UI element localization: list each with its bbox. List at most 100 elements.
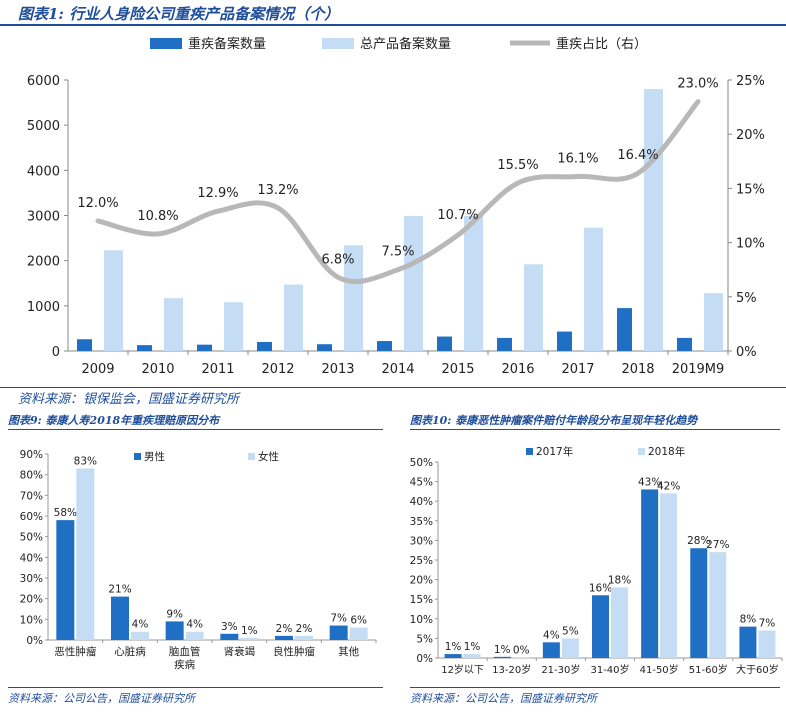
figure10-bar-series2 <box>512 657 530 659</box>
figure10-data-label: 1% <box>464 641 481 653</box>
figure1-data-label: 16.1% <box>557 151 598 166</box>
figure1-bar-critical <box>77 339 92 351</box>
figure1-data-label: 12.9% <box>197 186 238 201</box>
figure9-x-tick-label: 良性肿瘤 <box>273 645 315 658</box>
figure9-data-label: 2% <box>296 623 313 635</box>
figure10-data-label: 16% <box>589 582 612 594</box>
figure9-x-tick-label: 其他 <box>338 645 359 658</box>
figure1-data-label: 13.2% <box>257 183 298 198</box>
figure10-x-tick-label: 12岁以下 <box>441 663 484 676</box>
figure1-legend-label: 重疾备案数量 <box>188 36 266 52</box>
figure1-chart: 0 1000 2000 3000 4000 5000 6000 0% 5% 10% 15% 20% 25… <box>27 36 765 377</box>
figure1-bar-critical <box>617 308 632 351</box>
figure10-bar-series2 <box>611 587 628 658</box>
figure1-x-tick-label: 2013 <box>321 362 354 377</box>
figure1-source: 资料来源：银保监会，国盛证券研究所 <box>18 392 240 407</box>
figure1-y-tick-label: 1000 <box>27 300 60 315</box>
figure1-x-tick-label: 2011 <box>201 362 234 377</box>
figure10-y-tick-label: 15% <box>410 594 433 606</box>
figure1-y2-tick-label: 5% <box>736 291 757 306</box>
figure1-y2-tick-label: 25% <box>736 74 765 89</box>
figure1-x-tick-label: 2010 <box>141 362 174 377</box>
figure1-bar-total <box>524 264 543 351</box>
figure10-legend-swatch <box>638 448 645 455</box>
figure9-data-label: 6% <box>350 615 367 627</box>
figure10-data-label: 0% <box>513 645 530 657</box>
figure9-x-tick-label: 恶性肿瘤 <box>54 645 96 658</box>
figure9-data-label: 21% <box>108 584 131 596</box>
figure10-bar-series2 <box>709 552 727 658</box>
figure9-x-tick-label: 心脏病 <box>114 645 146 658</box>
figure9-y-tick-label: 30% <box>20 573 43 585</box>
figure9-data-label: 7% <box>330 613 347 625</box>
figure10-title: 图表10: 泰康恶性肿瘤案件赔付年龄段分布呈现年轻化趋势 <box>410 414 698 427</box>
figure1-x-tick-label: 2016 <box>501 362 534 377</box>
figure1-bar-critical <box>137 345 152 351</box>
figure10-legend-swatch <box>526 448 533 455</box>
figure10-bar-series1 <box>493 656 511 658</box>
figure1-data-label: 15.5% <box>497 158 538 173</box>
figure9-legend-label: 女性 <box>258 450 279 463</box>
figure10-bar-series1 <box>592 595 609 658</box>
figure1-bar-critical <box>257 341 272 351</box>
figure1-x-tick-label: 2019M9 <box>672 362 725 377</box>
figure9-bar-series1 <box>220 633 239 640</box>
figure10-x-tick-label: 51-60岁 <box>689 663 728 676</box>
figure9-x-tick-label: 脑血管 <box>169 645 201 658</box>
figure1-bar-total <box>584 227 603 351</box>
figure1-bar-critical <box>557 331 572 351</box>
figure10-y-tick-label: 45% <box>410 477 433 489</box>
figure9-bar-series2 <box>240 637 259 640</box>
figure10-data-label: 8% <box>740 614 757 626</box>
figure9-bottom-line <box>8 687 383 688</box>
figure1-separator <box>0 387 786 388</box>
figure1-legend-swatch <box>322 38 354 49</box>
figure1-data-label: 16.4% <box>617 148 658 163</box>
figure1-ratio-line <box>95 99 701 284</box>
figure9-y-tick-label: 40% <box>20 552 43 564</box>
figure9-bar-series2 <box>131 631 149 640</box>
figure10-x-tick-label: 41-50岁 <box>640 663 679 676</box>
figure10-data-label: 4% <box>543 629 560 641</box>
figure10-data-label: 27% <box>706 539 729 551</box>
figure9-data-label: 1% <box>241 625 258 637</box>
figure1-bar-total <box>284 284 303 351</box>
figure10-data-label: 43% <box>638 476 661 488</box>
figure1-bar-critical <box>197 344 212 351</box>
figure1-x-tick-label: 2009 <box>81 362 114 377</box>
figure10-data-label: 7% <box>759 618 776 630</box>
figure1-data-label: 23.0% <box>677 77 718 92</box>
figure10-bar-series1 <box>542 642 560 658</box>
figure9-y-tick-label: 0% <box>26 635 43 647</box>
figure1-y2-tick-label: 10% <box>736 237 765 252</box>
figure9-x-tick-label: 肾衰竭 <box>224 645 256 658</box>
figure10-data-label: 5% <box>562 625 579 637</box>
figure9-legend-label: 男性 <box>144 450 165 463</box>
figure1-x-tick-label: 2014 <box>381 362 414 377</box>
figure10-data-label: 42% <box>657 480 680 492</box>
figure9-y-tick-label: 20% <box>20 594 43 606</box>
figure9-data-label: 2% <box>276 623 293 635</box>
figure1-data-label: 6.8% <box>321 252 354 267</box>
figure10-source: 资料来源：公司公告，国盛证券研究所 <box>410 692 597 705</box>
figure10-x-tick-label: 大于60岁 <box>736 663 779 676</box>
figure1-y2-tick-label: 0% <box>736 345 757 360</box>
figure1-x-tick-label: 2012 <box>261 362 294 377</box>
figure10-legend-label: 2018年 <box>648 445 685 458</box>
figure9-y-tick-label: 60% <box>20 511 43 523</box>
figure9-bar-series1 <box>165 621 184 640</box>
figure10-y-tick-label: 30% <box>410 535 433 547</box>
figure1-bar-total <box>224 302 243 351</box>
figure9-chart: 0% 10% 20% 30% 40% 50% 60% 70% 80% 90% 58% 83% 恶性肿瘤 2… <box>20 449 377 671</box>
figure1-title: 图表1: 行业人身险公司重疾产品备案情况（个） <box>0 2 786 26</box>
figure10-y-tick-label: 40% <box>410 496 433 508</box>
figure10-y-tick-label: 35% <box>410 516 433 528</box>
figure9-y-tick-label: 70% <box>20 490 43 502</box>
figure9-bar-series2 <box>349 627 368 640</box>
figure9-legend-swatch <box>248 453 255 460</box>
figure10-legend-label: 2017年 <box>536 445 573 458</box>
figure1-y-tick-label: 4000 <box>27 164 60 179</box>
figure1-y2-tick-label: 15% <box>736 182 765 197</box>
figure10-bar-series1 <box>739 626 757 658</box>
figure9-legend-swatch <box>134 453 141 460</box>
